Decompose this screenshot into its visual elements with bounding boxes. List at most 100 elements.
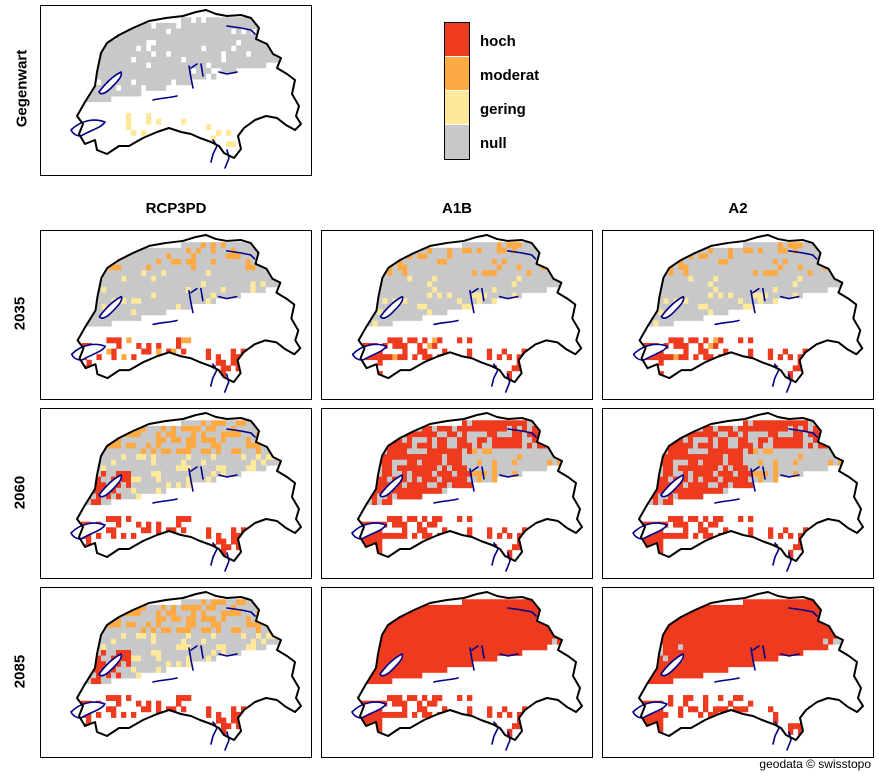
raster-cell [367, 610, 373, 617]
raster-cell [261, 633, 267, 639]
raster-cell [427, 286, 433, 293]
raster-cell [537, 459, 543, 466]
raster-cell [323, 388, 328, 394]
raster-cell [348, 365, 353, 371]
raster-cell [186, 442, 192, 449]
raster-cell [501, 247, 508, 254]
raster-cell [66, 723, 71, 729]
lake-outline [200, 287, 204, 302]
raster-cell [256, 638, 262, 645]
raster-cell [462, 627, 468, 634]
raster-cell [136, 621, 142, 628]
raster-cell [658, 393, 663, 399]
raster-cell [663, 247, 669, 254]
raster-cell [412, 253, 418, 260]
raster-cell [471, 247, 478, 254]
raster-cell [556, 270, 562, 277]
raster-cell [797, 253, 803, 260]
raster-cell [402, 616, 408, 623]
raster-cell [497, 448, 503, 455]
raster-cell [66, 718, 71, 724]
raster-cell [678, 264, 684, 271]
raster-cell [151, 56, 157, 63]
raster-cell [52, 382, 57, 388]
raster-cell [673, 253, 679, 260]
raster-cell [171, 247, 177, 254]
raster-cell [827, 281, 833, 288]
raster-cell [236, 448, 242, 455]
raster-cell [787, 270, 793, 277]
raster-cell [382, 437, 388, 444]
lake-outline [750, 289, 756, 314]
raster-cell [562, 425, 568, 432]
raster-cell [693, 281, 699, 288]
raster-cell [171, 661, 177, 668]
raster-cell [412, 270, 418, 277]
raster-cell [166, 56, 172, 63]
raster-cell [457, 482, 463, 489]
raster-cell [245, 253, 251, 260]
raster-cell [276, 34, 282, 41]
raster-cell [342, 572, 347, 578]
raster-cell [658, 437, 664, 444]
raster-cell [688, 286, 694, 293]
raster-cell [678, 493, 684, 500]
raster-cell [512, 627, 518, 634]
raster-cell [542, 420, 548, 427]
raster-cell [146, 604, 152, 611]
raster-cell [216, 454, 222, 460]
raster-cell [517, 425, 523, 432]
raster-cell [628, 567, 633, 573]
raster-cell [131, 39, 137, 46]
raster-cell [392, 516, 398, 522]
raster-cell [773, 425, 779, 432]
raster-cell [121, 79, 127, 86]
raster-cell [628, 544, 633, 550]
raster-cell [206, 45, 212, 52]
raster-cell [713, 259, 719, 265]
raster-cell [226, 616, 232, 623]
raster-cell [76, 746, 81, 752]
raster-cell [136, 281, 142, 288]
raster-cell [782, 348, 789, 355]
raster-cell [166, 633, 172, 639]
raster-cell [367, 292, 373, 299]
raster-cell [557, 599, 563, 606]
raster-cell [422, 621, 428, 628]
raster-cell [87, 393, 92, 399]
raster-cell [407, 425, 413, 432]
raster-cell [211, 649, 217, 656]
raster-cell [211, 610, 217, 617]
raster-cell [236, 420, 242, 427]
raster-cell [181, 454, 187, 460]
raster-cell [171, 706, 177, 713]
raster-cell [111, 442, 117, 449]
raster-cell [205, 275, 212, 282]
raster-cell [156, 604, 162, 611]
raster-cell [235, 281, 241, 288]
raster-cell [211, 638, 217, 645]
raster-cell [106, 425, 112, 432]
raster-cell [181, 476, 187, 483]
raster-cell [206, 532, 212, 539]
raster-cell [782, 286, 789, 293]
raster-cell [261, 599, 267, 606]
raster-cell [663, 281, 669, 288]
raster-cell [392, 337, 398, 344]
raster-cell [96, 621, 102, 628]
raster-cell [703, 448, 709, 455]
lake-outline [469, 468, 475, 492]
raster-cell [743, 425, 749, 432]
raster-cell [367, 487, 373, 494]
raster-cell [442, 247, 448, 254]
raster-cell [250, 253, 256, 260]
raster-cell [56, 712, 61, 718]
raster-cell [532, 633, 538, 639]
raster-cell [240, 247, 246, 254]
raster-cell [216, 538, 222, 545]
raster-cell [402, 259, 408, 265]
raster-cell [260, 242, 266, 249]
raster-cell [522, 431, 528, 438]
raster-cell [683, 264, 689, 271]
raster-cell [276, 431, 282, 438]
